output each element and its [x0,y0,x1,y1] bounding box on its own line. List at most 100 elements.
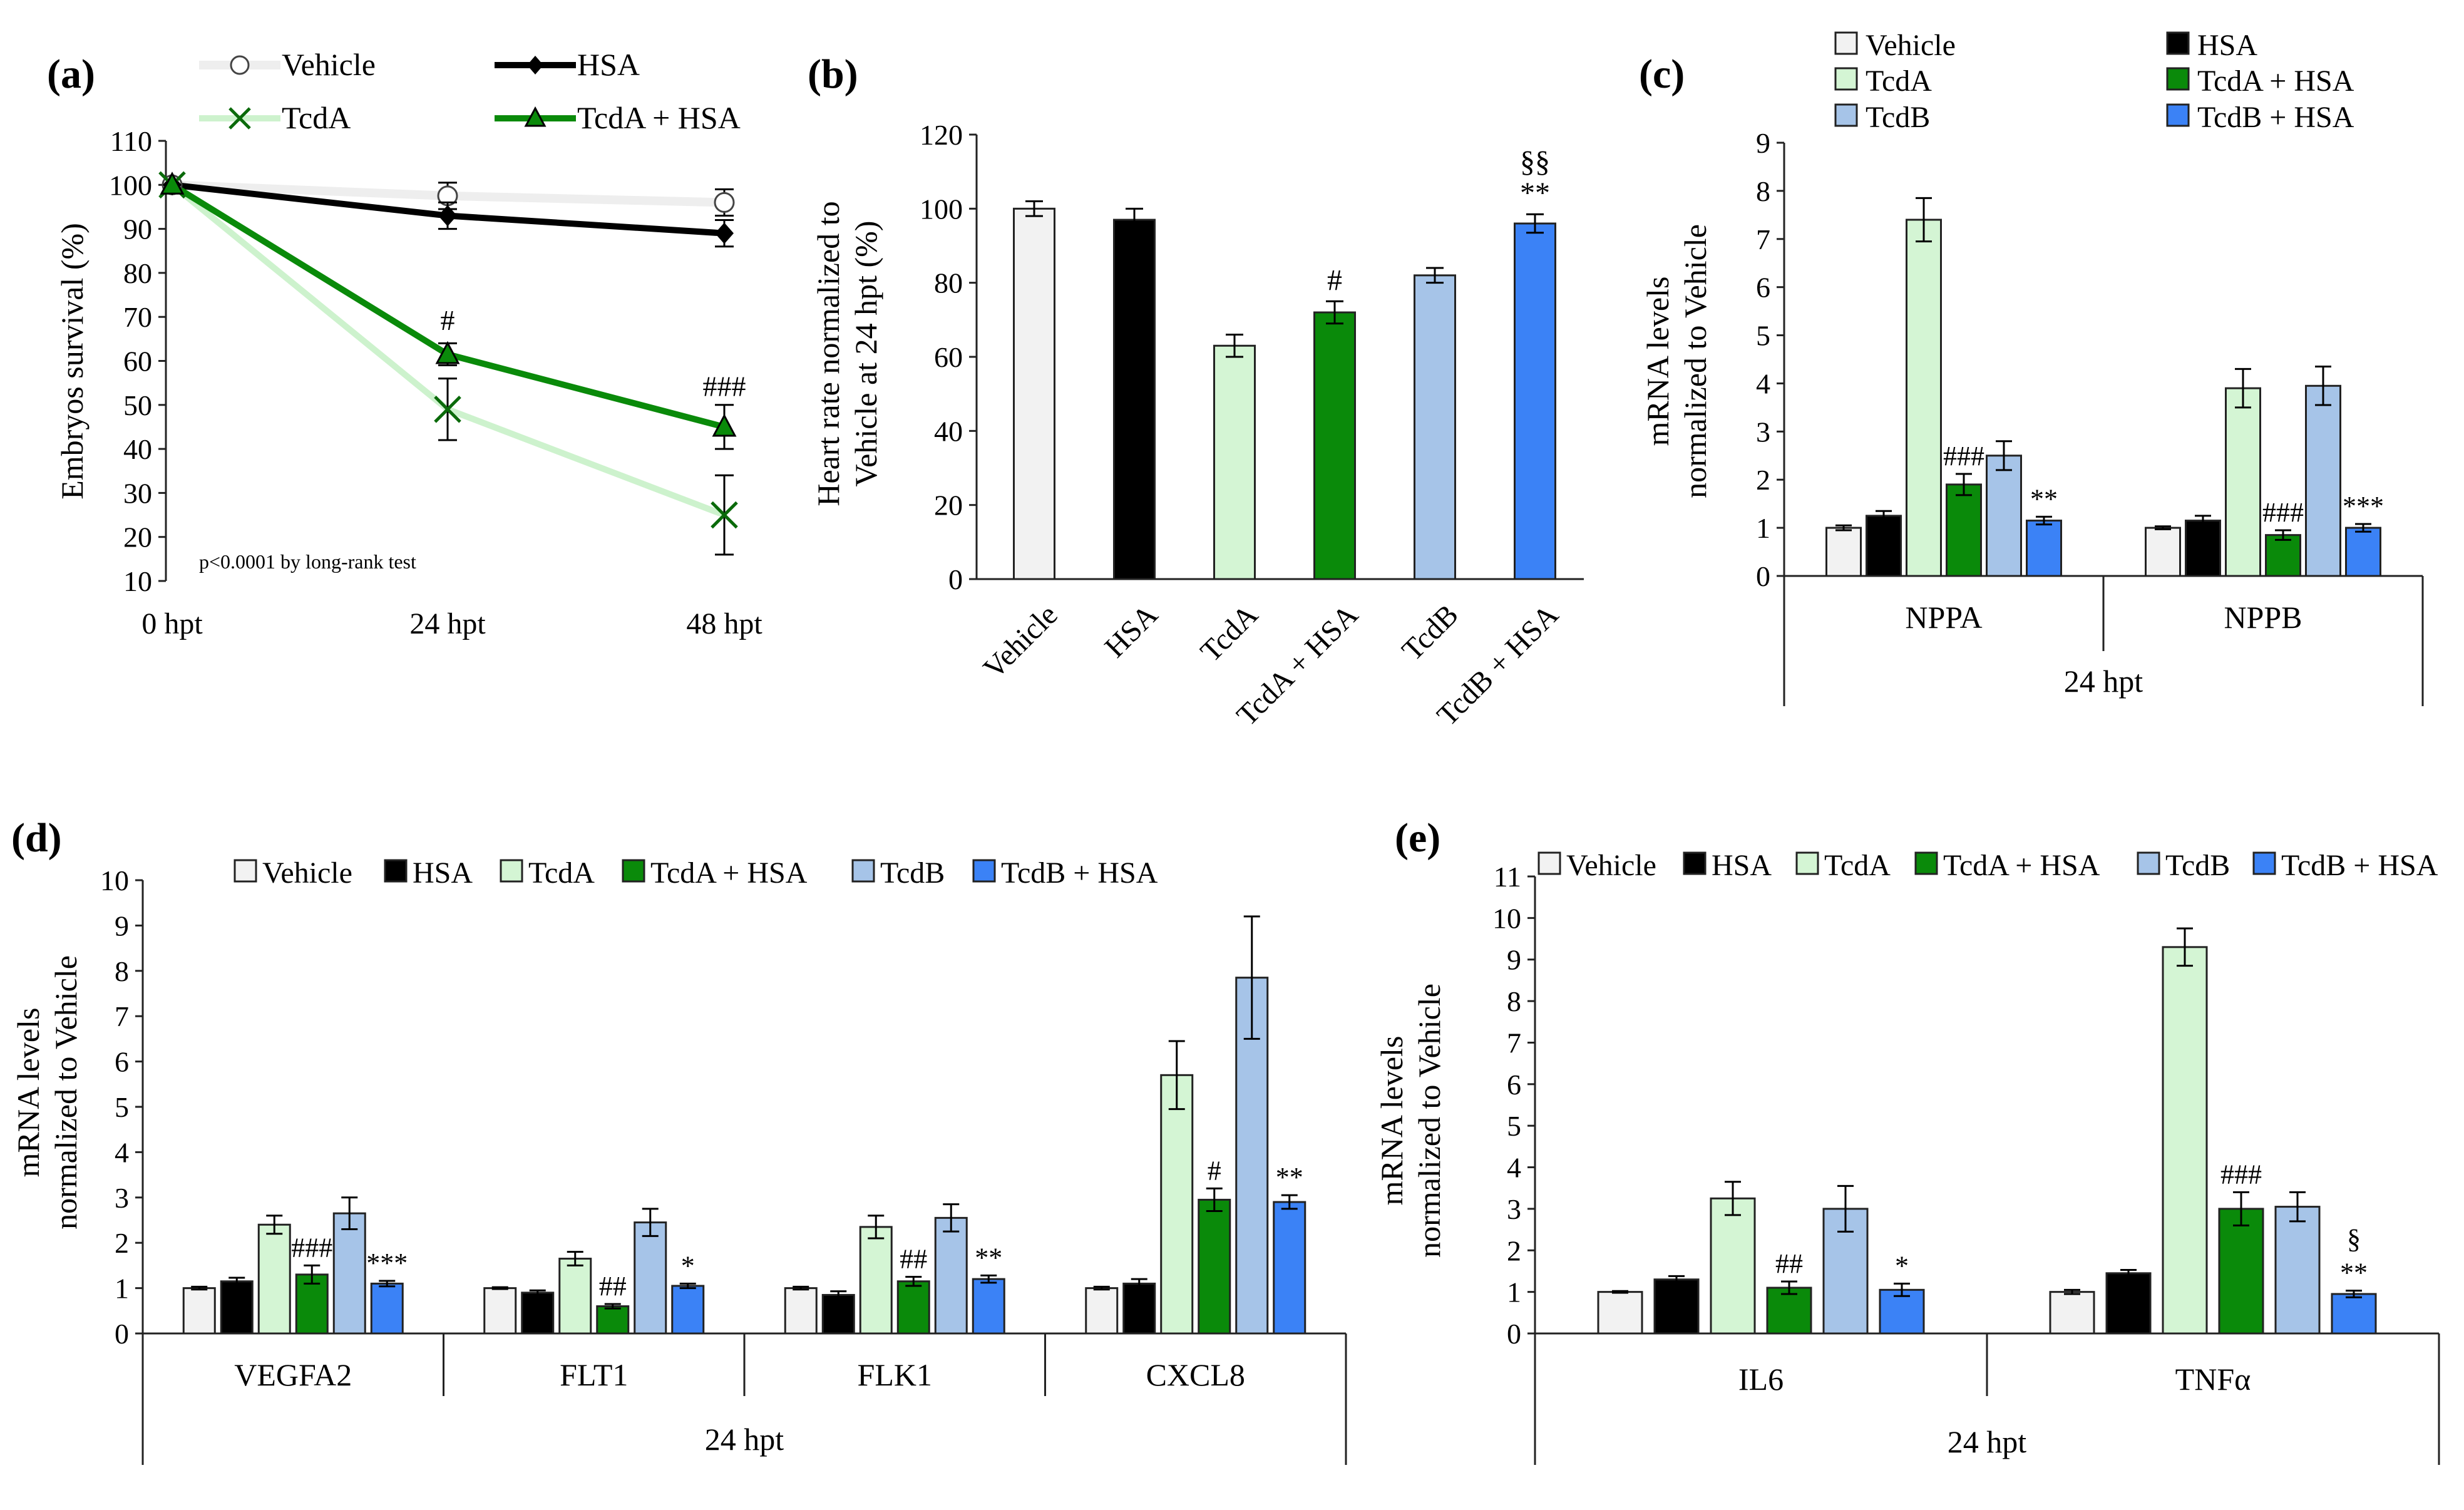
bar-tcda-hsa-flk1 [896,1280,930,1335]
errorbar-tcda-hsa-il6 [1781,1280,1797,1295]
panel-d-legend-tcdb-hsa-swatch [972,859,996,883]
errorbar-tcdb-hsa-nppa [2036,515,2052,526]
bar-tcdb-hsa-cxcl8 [1273,1201,1306,1335]
legend-hsa-marker [527,56,543,74]
y-tick-label: 10 [100,865,129,896]
errorbar-tcda-cxcl8 [1168,1040,1185,1111]
panel-e-legend-vehicle-text: Vehicle [1566,849,1656,882]
y-tick-label: 4 [1507,1152,1521,1184]
panel-c-x-axis-title: 24 hpt [2064,664,2143,699]
bar-tcda-hsa-tnf [2218,1208,2264,1335]
y-tick-label: 30 [123,477,152,509]
errorbar-hsa-nppb [2195,515,2211,526]
panel-a-y-axis-title: Embryos survival (%) [54,223,90,500]
panel-label-b: (b) [808,51,858,97]
y-tick-label: 0 [1756,560,1770,592]
panel-d-significance-label: * [681,1250,695,1281]
bar-hsa-il6 [1653,1278,1700,1335]
bar-tcdb-hsa-nppa [2026,520,2062,577]
bar-tcdb-hsa-tnf [2331,1293,2377,1335]
panel-d-legend-hsa-swatch [384,859,408,883]
point-tcda-24-hpt [434,396,461,423]
bar-vehicle-il6 [1597,1291,1643,1335]
panel-c-legend-hsa-text: HSA [2197,29,2257,62]
y-tick-label: 1 [115,1273,129,1305]
bar-tcdb-hsa-il6 [1879,1288,1925,1335]
bar-vehicle-cxcl8 [1085,1287,1119,1335]
y-tick-label: 2 [1756,464,1770,496]
errorbar-tcdb-hsa-vegfa2 [379,1280,396,1288]
bar-tcda-tnf [2162,946,2208,1335]
bar-tcdb-hsa-vegfa2 [370,1282,404,1335]
panel-d-legend-vehicle-swatch [234,859,257,883]
bar-hsa-flk1 [821,1293,855,1335]
panel-a-significance-label: # [441,304,455,336]
panel-c-legend-tcdb-hsa-text: TcdB + HSA [2197,101,2354,134]
errorbar-tcda-vegfa2 [266,1215,283,1235]
errorbar-hsa-flt1 [529,1289,546,1296]
y-tick-label: 0 [115,1318,129,1350]
x-tick-label-vegfa2: VEGFA2 [234,1357,352,1392]
errorbar-tcda-hsa-vegfa2 [304,1264,321,1285]
panel-d-significance-label: ** [975,1242,1002,1273]
y-tick-label: 2 [115,1227,129,1259]
x-tick-label-nppa: NPPA [1905,600,1982,635]
panel-d-legend-tcdb-text: TcdB [880,856,945,890]
panel-b-significance-label: # [1327,264,1342,297]
errorbar-vehicle [1025,200,1043,217]
y-tick-label: 5 [1756,320,1770,352]
panel-c-y-axis-title-line1: mRNA levels [1640,277,1675,446]
errorbar-tcdb-hsa-flt1 [679,1282,696,1290]
errorbar-tcdb-hsa-nppb [2355,523,2371,533]
y-tick-label: 7 [1507,1027,1521,1059]
bar-vehicle-nppa [1825,526,1862,577]
panel-c-legend-tcdb-text: TcdB [1866,101,1930,134]
panel-d-significance-label: ## [599,1271,627,1302]
errorbar-tcdb-flt1 [642,1208,659,1237]
bar-tcdb-hsa-flt1 [671,1285,705,1335]
errorbar-tcda-flk1 [868,1215,885,1240]
y-tick-label: 1 [1507,1276,1521,1308]
errorbar-tcdb-il6 [1837,1184,1854,1233]
y-tick-label: 3 [1507,1193,1521,1225]
panel-label-a: (a) [47,51,95,97]
errorbar-vehicle-cxcl8 [1093,1285,1110,1291]
errorbar-vehicle-flk1 [793,1285,809,1291]
panel-e-legend-tcdb-swatch [2137,851,2160,875]
x-tick-label-tcdb: TcdB [1395,598,1465,667]
bar-vehicle-tnf [2049,1291,2095,1335]
y-tick-label: 90 [123,213,152,245]
x-tick-label-vehicle: Vehicle [977,598,1064,685]
bar-hsa-tnf [2105,1272,2152,1335]
errorbar-tcdb-hsa-il6 [1894,1282,1910,1297]
bar-tcda [1213,344,1256,580]
errorbar-tcda-il6 [1725,1181,1741,1216]
x-tick-label-hsa: HSA [1098,598,1164,664]
panel-d-legend-tcda-hsa-swatch [622,859,645,883]
panel-b-y-axis-title-line1: Heart rate normalized to [811,201,846,506]
errorbar-tcda-flt1 [567,1251,583,1266]
point-tcda-hsa-0-hpt [160,172,185,195]
y-tick-label: 20 [123,521,152,553]
legend-tcda-hsa-marker [524,106,547,127]
errorbar-hsa-tnf [2120,1268,2137,1278]
errorbar-vehicle-nppb [2155,525,2171,530]
errorbar-vehicle-tnf [2064,1288,2080,1295]
y-tick-label: 10 [1492,902,1521,934]
y-tick-label: 2 [1507,1235,1521,1266]
y-tick-label: 9 [1507,944,1521,976]
bar-tcda-flt1 [558,1258,592,1335]
bar-tcda-vegfa2 [257,1223,291,1335]
errorbar-tcda-nppb [2235,367,2251,409]
x-tick-label-flk1: FLK1 [858,1357,932,1392]
panel-d-legend-tcdb-hsa-text: TcdB + HSA [1001,856,1158,890]
y-tick-label: 60 [934,341,963,373]
panel-b-significance-label: ** [1520,177,1550,210]
bar-tcdb-nppb [2305,384,2341,577]
y-tick-label: 3 [115,1182,129,1214]
panel-e-significance-label: ## [1775,1248,1803,1279]
panel-e-legend-tcdb-hsa-text: TcdB + HSA [2281,849,2438,882]
errorbar-tcdb-flk1 [943,1203,960,1233]
panel-c-legend-tcdb-hsa-swatch [2166,103,2190,127]
